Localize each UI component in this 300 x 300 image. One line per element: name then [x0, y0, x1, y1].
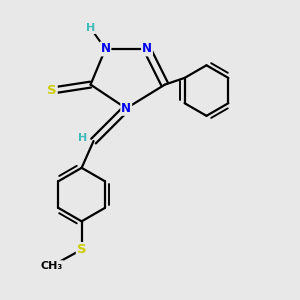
Text: N: N: [121, 102, 131, 115]
Text: S: S: [77, 243, 86, 256]
Text: S: S: [47, 84, 57, 97]
Text: H: H: [78, 133, 87, 143]
Text: N: N: [100, 42, 110, 56]
Text: H: H: [86, 23, 95, 33]
Text: CH₃: CH₃: [41, 261, 63, 271]
Text: N: N: [142, 42, 152, 56]
